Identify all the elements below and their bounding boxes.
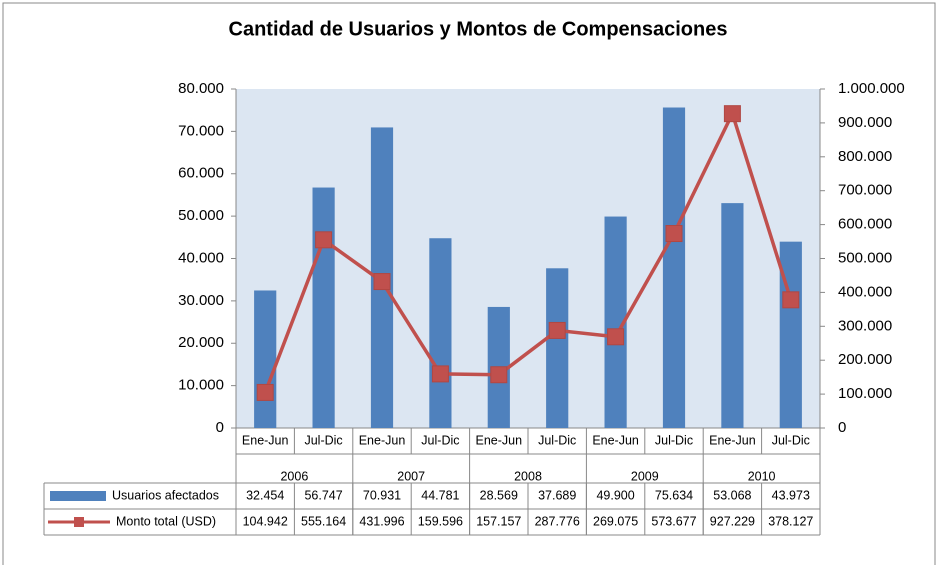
y2-tick-label: 400.000 [838,283,892,300]
y-tick-label: 10.000 [178,377,224,394]
table-value: 269.075 [593,514,638,528]
chart-title: Cantidad de Usuarios y Montos de Compens… [229,18,728,40]
y2-tick-label: 0 [838,419,846,436]
y-tick-label: 50.000 [178,207,224,224]
year-label: 2007 [397,469,425,483]
legend-swatch [50,491,106,501]
marker [607,328,625,346]
y-tick-label: 40.000 [178,249,224,266]
year-label: 2009 [631,469,659,483]
y-tick-label: 30.000 [178,292,224,309]
y2-tick-label: 300.000 [838,317,892,334]
y2-tick-label: 500.000 [838,249,892,266]
marker [782,291,800,309]
table-value: 49.900 [596,488,634,502]
legend-label: Monto total (USD) [116,514,216,528]
y-tick-label: 70.000 [178,122,224,139]
y-tick-label: 80.000 [178,80,224,97]
y-tick-label: 60.000 [178,165,224,182]
x-tick-label: Ene-Jun [359,433,406,447]
table-value: 157.157 [476,514,521,528]
bar [254,290,277,428]
table-value: 44.781 [421,488,459,502]
bar [546,268,569,428]
x-tick-label: Ene-Jun [242,433,289,447]
x-tick-label: Jul-Dic [421,433,459,447]
bar [429,238,452,428]
x-tick-label: Ene-Jun [592,433,639,447]
y2-tick-label: 700.000 [838,182,892,199]
y-tick-label: 20.000 [178,334,224,351]
year-label: 2006 [280,469,308,483]
x-tick-label: Jul-Dic [538,433,576,447]
marker [431,365,449,383]
y2-tick-label: 200.000 [838,351,892,368]
table-value: 70.931 [363,488,401,502]
marker [490,366,508,384]
x-tick-label: Jul-Dic [304,433,342,447]
marker [373,273,391,291]
y2-tick-label: 100.000 [838,385,892,402]
table-value: 287.776 [535,514,580,528]
bar [662,107,686,429]
x-tick-label: Ene-Jun [709,433,756,447]
legend-label: Usuarios afectados [112,488,219,502]
x-tick-label: Ene-Jun [476,433,523,447]
bar [779,241,802,428]
y2-tick-label: 900.000 [838,114,892,131]
table-value: 75.634 [655,488,693,502]
marker [256,383,274,401]
marker [665,225,683,243]
x-tick-label: Jul-Dic [655,433,693,447]
year-label: 2008 [514,469,542,483]
table-value: 53.068 [713,488,751,502]
bar [721,203,744,428]
table-value: 431.996 [359,514,404,528]
line [263,108,793,394]
table-value: 43.973 [772,488,810,502]
table-value: 159.596 [418,514,463,528]
marker [548,321,566,339]
table-value: 555.164 [301,514,346,528]
year-label: 2010 [748,469,776,483]
y2-tick-label: 1.000.000 [838,80,905,97]
table-value: 28.569 [480,488,518,502]
y2-tick-label: 600.000 [838,216,892,233]
y2-tick-label: 800.000 [838,148,892,165]
bar [312,187,335,428]
table-value: 378.127 [768,514,813,528]
x-tick-label: Jul-Dic [772,433,810,447]
table-value: 32.454 [246,488,284,502]
legend-marker [74,517,84,527]
table-value: 56.747 [304,488,342,502]
y-tick-label: 0 [216,419,224,436]
table-value: 37.689 [538,488,576,502]
table-value: 573.677 [651,514,696,528]
marker [315,231,333,249]
bar [604,216,627,428]
marker [723,105,741,123]
table-value: 927.229 [710,514,755,528]
table-value: 104.942 [243,514,288,528]
